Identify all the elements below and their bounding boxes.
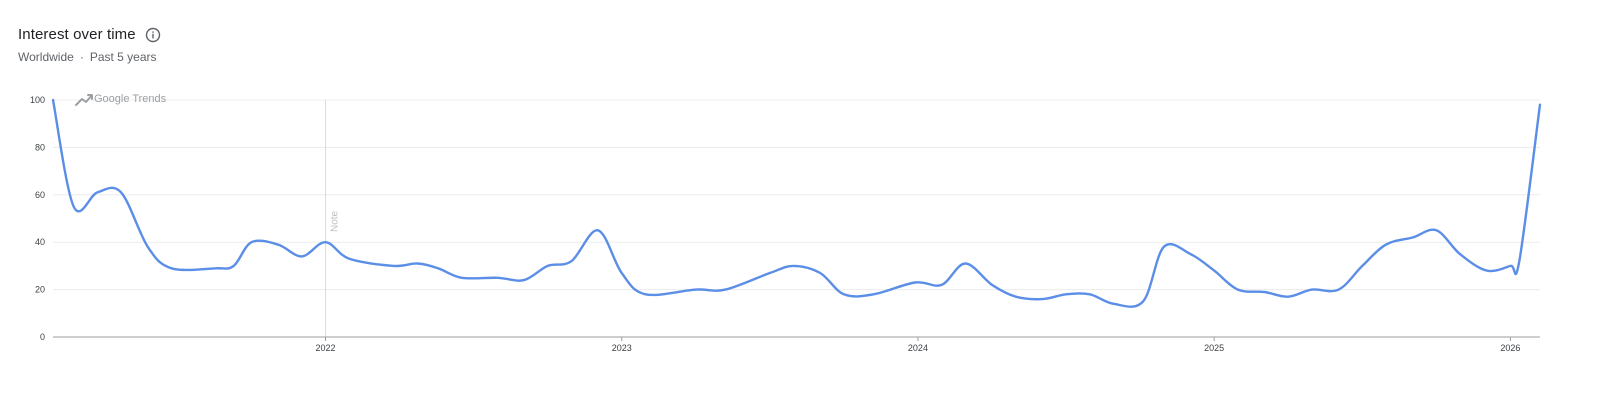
trending-up-icon [75, 94, 93, 106]
watermark-text: Google Trends [94, 93, 167, 105]
period-label[interactable]: Past 5 years [89, 50, 157, 64]
y-tick-label: 60 [35, 190, 45, 200]
region-label[interactable]: Worldwide [18, 50, 74, 64]
x-tick-label: 2022 [316, 343, 336, 353]
note-label: Note [330, 210, 341, 232]
title-row: Interest over time [18, 26, 161, 43]
x-tick-label: 2025 [1204, 343, 1224, 353]
separator-dot: · [79, 50, 84, 64]
y-tick-label: 40 [35, 237, 45, 247]
info-icon[interactable] [145, 27, 161, 43]
y-tick-label: 80 [35, 142, 45, 152]
chart-header: Interest over time Worldwide · Past 5 ye… [18, 26, 161, 64]
x-tick-label: 2023 [612, 343, 632, 353]
chart-subtitle: Worldwide · Past 5 years [18, 50, 161, 64]
series-line [51, 98, 1542, 308]
x-tick-label: 2026 [1500, 343, 1520, 353]
chart-title: Interest over time [18, 26, 136, 43]
y-tick-label: 0 [40, 332, 45, 342]
x-tick-label: 2024 [908, 343, 928, 353]
y-tick-label: 20 [35, 285, 45, 295]
y-tick-label: 100 [30, 95, 45, 105]
